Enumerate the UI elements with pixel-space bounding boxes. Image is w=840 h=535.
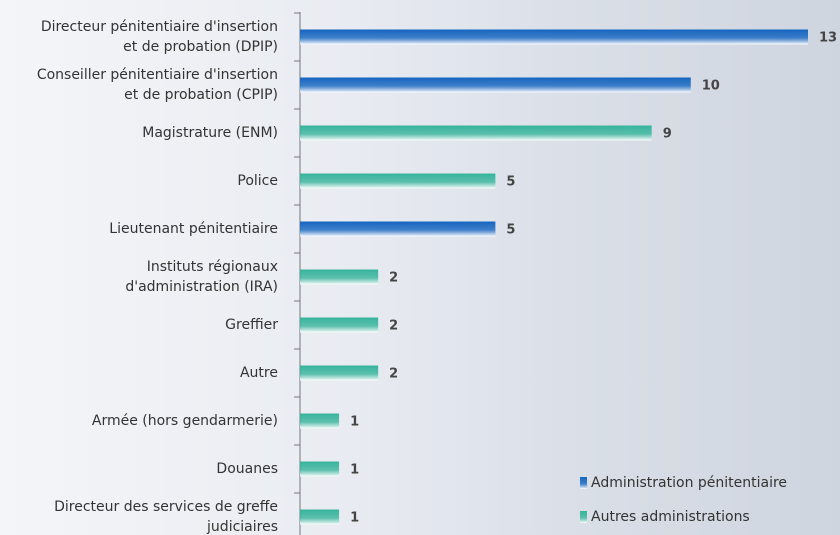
data-label: 13 bbox=[819, 31, 837, 46]
data-label: 2 bbox=[389, 271, 398, 286]
y-tick-label: Armée (hors gendarmerie) bbox=[91, 413, 278, 429]
bar bbox=[300, 29, 808, 45]
y-tick-label: Magistrature (ENM) bbox=[142, 125, 278, 141]
data-label: 1 bbox=[350, 415, 359, 430]
y-tick-label: Police bbox=[237, 173, 278, 189]
bar bbox=[300, 269, 379, 285]
data-label: 5 bbox=[506, 175, 515, 190]
y-tick-label: Lieutenant pénitentiaire bbox=[109, 221, 278, 237]
legend-label: Autres administrations bbox=[591, 509, 750, 525]
bar bbox=[300, 77, 691, 93]
y-tick-label: Directeur des services de greffe judicia… bbox=[54, 499, 278, 535]
y-tick-label: Douanes bbox=[216, 461, 278, 477]
data-label: 5 bbox=[506, 223, 515, 238]
bar bbox=[300, 461, 340, 477]
data-label: 2 bbox=[389, 367, 398, 382]
y-tick-label: Autre bbox=[239, 365, 278, 381]
legend-label: Administration pénitentiaire bbox=[591, 475, 787, 491]
data-label: 2 bbox=[389, 319, 398, 334]
bar bbox=[300, 365, 379, 381]
bar bbox=[300, 413, 340, 429]
y-tick-label: Directeur pénitentiaire d'insertion et d… bbox=[40, 19, 278, 55]
bar bbox=[300, 317, 379, 333]
y-tick-label: Conseiller pénitentiaire d'insertion et … bbox=[36, 67, 278, 103]
y-tick-label: Greffier bbox=[225, 317, 278, 333]
legend-swatch bbox=[580, 511, 587, 523]
data-label: 10 bbox=[702, 79, 720, 94]
bar bbox=[300, 125, 652, 141]
y-tick-label: Instituts régionaux d'administration (IR… bbox=[125, 259, 278, 295]
bar bbox=[300, 221, 496, 237]
data-label: 9 bbox=[663, 127, 672, 142]
bar bbox=[300, 509, 340, 525]
data-label: 1 bbox=[350, 511, 359, 526]
legend-swatch bbox=[580, 477, 587, 489]
bar bbox=[300, 173, 496, 189]
data-label: 1 bbox=[350, 463, 359, 478]
